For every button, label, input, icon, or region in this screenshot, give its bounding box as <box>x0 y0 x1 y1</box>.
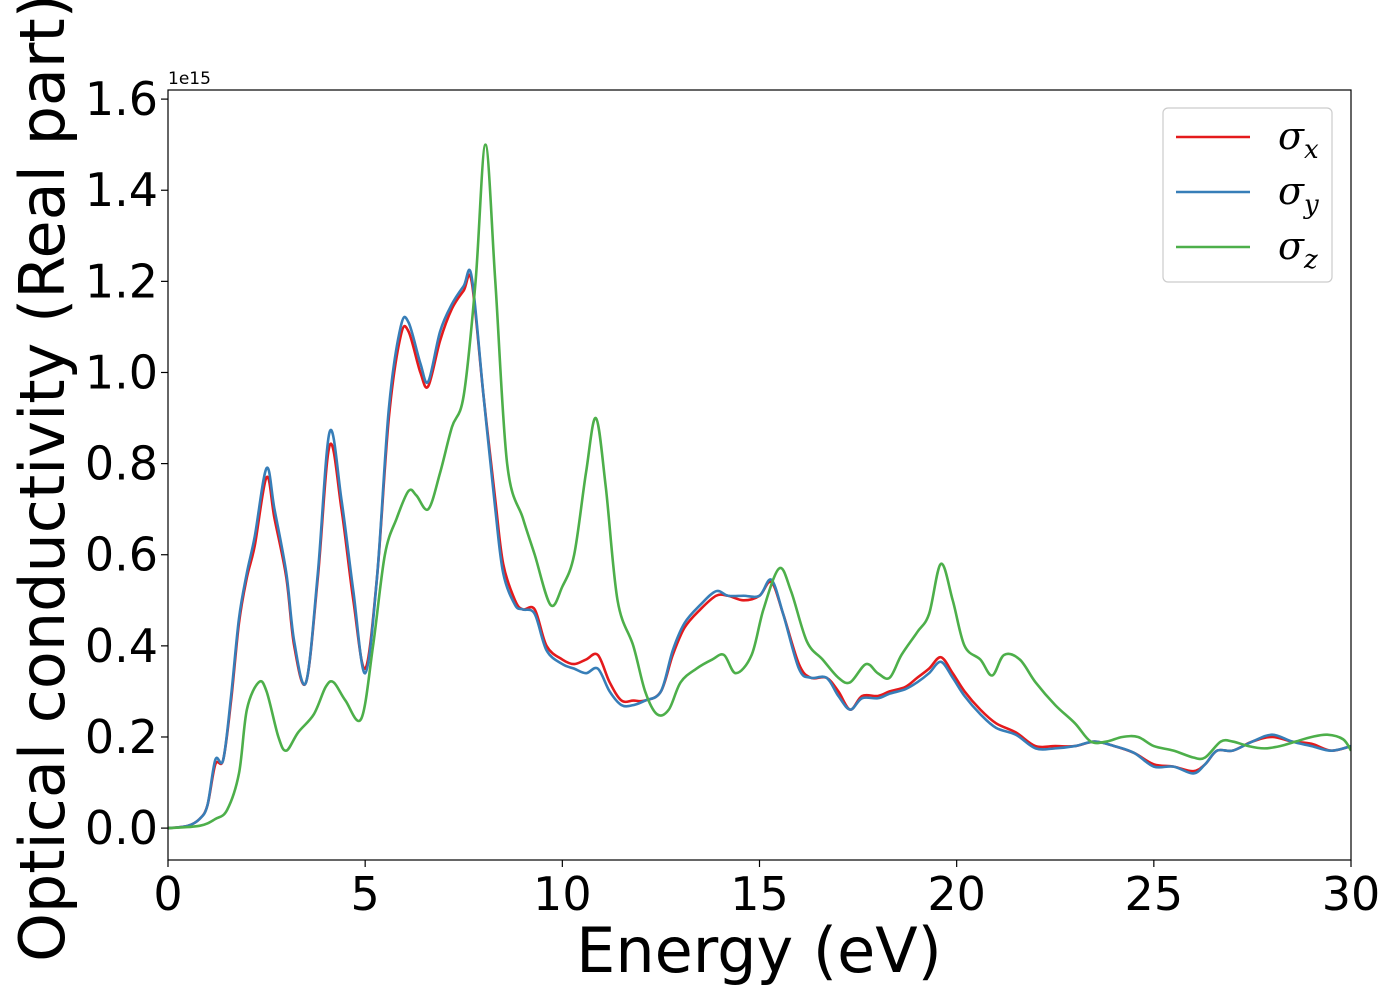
legend-label: σx <box>1278 114 1319 165</box>
y-tick-label: 0.2 <box>85 710 158 764</box>
x-tick-label: 5 <box>351 867 380 921</box>
series-line-z <box>168 143 1351 830</box>
x-tick-label: 25 <box>1125 867 1184 921</box>
x-tick-label: 10 <box>533 867 592 921</box>
y-axis-ticks: 0.0 0.2 0.4 0.6 0.8 1.0 1.2 1.4 1.6 <box>85 72 168 855</box>
y-tick-label: 1.0 <box>85 345 158 399</box>
y-tick-label: 0.8 <box>85 437 158 491</box>
y-tick-label: 0.4 <box>85 619 158 673</box>
y-tick-label: 1.2 <box>85 254 158 308</box>
y-tick-label: 1.4 <box>85 163 158 217</box>
y-axis-title: Optical conductivity (Real part) <box>6 0 79 962</box>
legend-label: σy <box>1278 169 1319 220</box>
x-tick-label: 15 <box>730 867 789 921</box>
y-tick-label: 0.0 <box>85 801 158 855</box>
y-offset-label: 1e15 <box>168 69 211 89</box>
x-axis-title: Energy (eV) <box>576 914 942 987</box>
series-lines <box>168 143 1351 830</box>
x-tick-label: 0 <box>153 867 182 921</box>
x-tick-label: 20 <box>927 867 986 921</box>
y-tick-label: 0.6 <box>85 528 158 582</box>
x-axis-ticks: 0 5 10 15 20 25 30 <box>153 860 1380 921</box>
legend-box <box>1162 107 1333 283</box>
plot-background <box>168 90 1351 860</box>
legend-label: σz <box>1278 224 1318 275</box>
x-tick-label: 30 <box>1322 867 1381 921</box>
series-line-y <box>168 268 1351 830</box>
y-tick-label: 1.6 <box>85 72 158 126</box>
